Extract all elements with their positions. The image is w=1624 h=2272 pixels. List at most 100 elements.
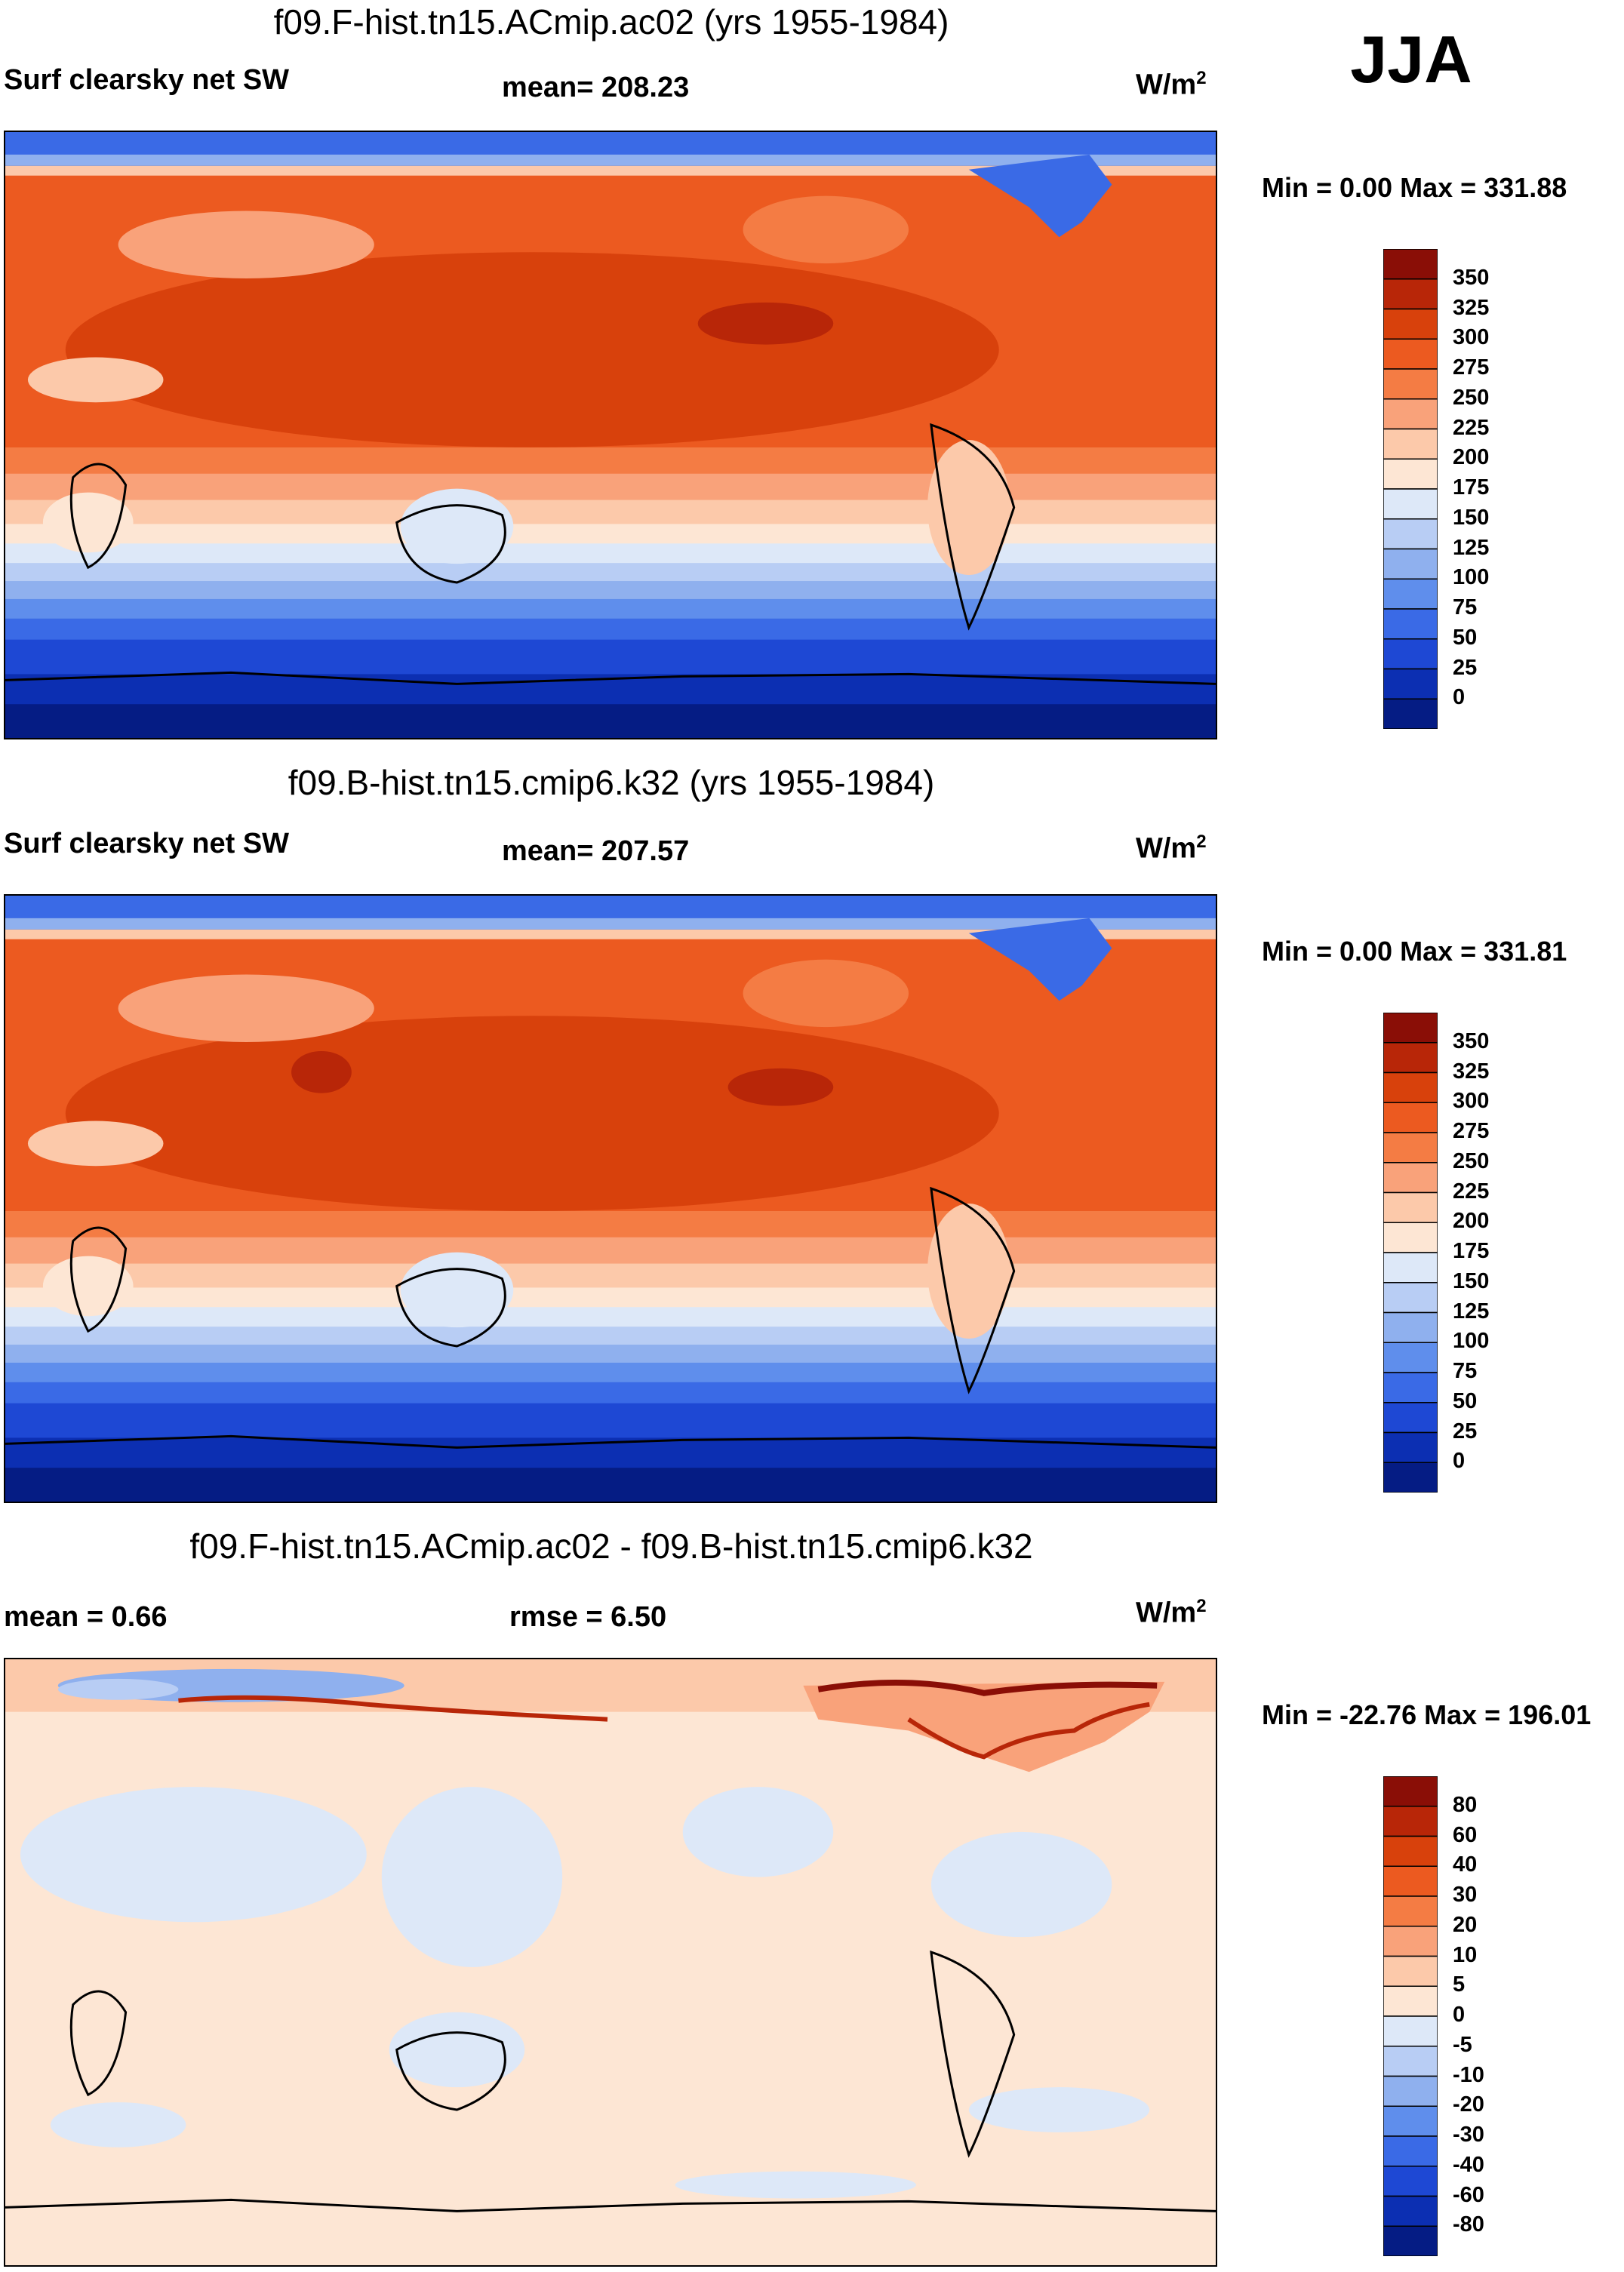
panel-1-mean: mean= 208.23 bbox=[502, 72, 690, 103]
colorbar-tick-label: 100 bbox=[1453, 1329, 1490, 1354]
colorbar-swatch bbox=[1383, 368, 1438, 400]
colorbar-tick-label: 10 bbox=[1453, 1942, 1478, 1967]
panel-1-map bbox=[4, 131, 1217, 739]
colorbar-swatch bbox=[1383, 1252, 1438, 1284]
panel-3-min-max: Min = -22.76 Max = 196.01 bbox=[1262, 1699, 1592, 1730]
colorbar-swatch bbox=[1383, 488, 1438, 520]
colorbar-swatch bbox=[1383, 2015, 1438, 2047]
colorbar-swatch bbox=[1383, 2105, 1438, 2137]
season-label: JJA bbox=[1350, 22, 1472, 97]
colorbar-tick-label: 150 bbox=[1453, 1268, 1490, 1293]
colorbar-swatch bbox=[1383, 548, 1438, 580]
colorbar-swatch bbox=[1383, 2195, 1438, 2227]
colorbar-swatch bbox=[1383, 2075, 1438, 2107]
panel-2-variable: Surf clearsky net SW bbox=[4, 828, 290, 859]
colorbar-swatch bbox=[1383, 638, 1438, 670]
colorbar-swatch bbox=[1383, 398, 1438, 430]
colorbar-tick-label: 20 bbox=[1453, 1912, 1478, 1937]
colorbar-swatch bbox=[1383, 1431, 1438, 1463]
colorbar-tick-label: 200 bbox=[1453, 1209, 1490, 1234]
colorbar-swatch bbox=[1383, 428, 1438, 460]
colorbar-swatch bbox=[1383, 1955, 1438, 1987]
colorbar-tick-label: 300 bbox=[1453, 1089, 1490, 1114]
colorbar-tick-label: 80 bbox=[1453, 1792, 1478, 1817]
colorbar-tick-label: 275 bbox=[1453, 355, 1490, 380]
panel-1-title: f09.F-hist.tn15.ACmip.ac02 (yrs 1955-198… bbox=[273, 2, 949, 42]
colorbar-tick-label: 0 bbox=[1453, 685, 1466, 710]
colorbar-tick-label: 250 bbox=[1453, 1148, 1490, 1173]
colorbar-tick-label: 175 bbox=[1453, 475, 1490, 500]
colorbar-swatch bbox=[1383, 1806, 1438, 1837]
colorbar-swatch bbox=[1383, 1162, 1438, 1194]
panel-3-mean: mean = 0.66 bbox=[4, 1601, 168, 1633]
colorbar-swatch bbox=[1383, 458, 1438, 490]
colorbar-tick-label: 200 bbox=[1453, 445, 1490, 470]
panel-3-colorbar-swatches bbox=[1383, 1776, 1438, 2256]
colorbar-tick-label: -30 bbox=[1453, 2123, 1484, 2147]
colorbar-swatch bbox=[1383, 698, 1438, 729]
colorbar-tick-label: 125 bbox=[1453, 1299, 1490, 1324]
panel-1-colorbar-swatches bbox=[1383, 249, 1438, 729]
colorbar-tick-label: 225 bbox=[1453, 415, 1490, 440]
colorbar-swatch bbox=[1383, 1835, 1438, 1867]
colorbar-swatch bbox=[1383, 249, 1438, 280]
colorbar-swatch bbox=[1383, 1132, 1438, 1164]
colorbar-swatch bbox=[1383, 278, 1438, 310]
colorbar-swatch bbox=[1383, 2046, 1438, 2077]
colorbar-swatch bbox=[1383, 1342, 1438, 1373]
panel-2-min-max: Min = 0.00 Max = 331.81 bbox=[1262, 936, 1567, 967]
colorbar-tick-label: 125 bbox=[1453, 535, 1490, 560]
colorbar-tick-label: 250 bbox=[1453, 385, 1490, 410]
colorbar-tick-label: 0 bbox=[1453, 2003, 1466, 2027]
colorbar-tick-label: 30 bbox=[1453, 1883, 1478, 1907]
colorbar-swatch bbox=[1383, 1865, 1438, 1897]
colorbar-tick-label: 25 bbox=[1453, 1419, 1478, 1443]
colorbar-tick-label: 75 bbox=[1453, 595, 1478, 619]
colorbar-swatch bbox=[1383, 578, 1438, 610]
colorbar-swatch bbox=[1383, 1895, 1438, 1927]
panel-1-variable: Surf clearsky net SW bbox=[4, 64, 290, 96]
colorbar-tick-label: 275 bbox=[1453, 1119, 1490, 1143]
colorbar-swatch bbox=[1383, 518, 1438, 550]
colorbar-tick-label: 300 bbox=[1453, 325, 1490, 350]
colorbar-swatch bbox=[1383, 1462, 1438, 1493]
colorbar-swatch bbox=[1383, 1372, 1438, 1403]
colorbar-tick-label: 0 bbox=[1453, 1449, 1466, 1474]
panel-2-colorbar bbox=[1383, 1013, 1438, 1493]
colorbar-swatch bbox=[1383, 2135, 1438, 2167]
colorbar-swatch bbox=[1383, 1311, 1438, 1343]
colorbar-tick-label: -40 bbox=[1453, 2152, 1484, 2177]
colorbar-tick-label: -10 bbox=[1453, 2062, 1484, 2087]
panel-3-title: f09.F-hist.tn15.ACmip.ac02 - f09.B-hist.… bbox=[189, 1526, 1033, 1566]
panel-1-units: W/m2 bbox=[1136, 68, 1207, 101]
colorbar-tick-label: -5 bbox=[1453, 2032, 1472, 2057]
colorbar-tick-label: -20 bbox=[1453, 2092, 1484, 2117]
colorbar-swatch bbox=[1383, 1222, 1438, 1253]
colorbar-swatch bbox=[1383, 308, 1438, 340]
colorbar-tick-label: 175 bbox=[1453, 1239, 1490, 1263]
colorbar-swatch bbox=[1383, 1102, 1438, 1133]
panel-1-min-max: Min = 0.00 Max = 331.88 bbox=[1262, 172, 1567, 203]
colorbar-swatch bbox=[1383, 338, 1438, 370]
colorbar-tick-label: 50 bbox=[1453, 1388, 1478, 1413]
panel-3-rmse: rmse = 6.50 bbox=[509, 1601, 667, 1633]
panel-2-mean: mean= 207.57 bbox=[502, 835, 690, 867]
colorbar-tick-label: 325 bbox=[1453, 295, 1490, 320]
panel-2-colorbar-swatches bbox=[1383, 1013, 1438, 1493]
panel-2-units: W/m2 bbox=[1136, 832, 1207, 865]
colorbar-tick-label: 5 bbox=[1453, 1972, 1466, 1997]
colorbar-tick-label: -80 bbox=[1453, 2212, 1484, 2237]
colorbar-tick-label: 325 bbox=[1453, 1059, 1490, 1084]
colorbar-tick-label: 350 bbox=[1453, 265, 1490, 290]
colorbar-swatch bbox=[1383, 1191, 1438, 1223]
panel-3-units: W/m2 bbox=[1136, 1596, 1207, 1629]
colorbar-tick-label: 60 bbox=[1453, 1822, 1478, 1847]
colorbar-tick-label: 25 bbox=[1453, 655, 1478, 680]
colorbar-swatch bbox=[1383, 2225, 1438, 2256]
colorbar-tick-label: 50 bbox=[1453, 625, 1478, 650]
colorbar-tick-label: 100 bbox=[1453, 565, 1490, 590]
panel-2-field bbox=[5, 896, 1216, 1502]
colorbar-swatch bbox=[1383, 1926, 1438, 1957]
colorbar-tick-label: -60 bbox=[1453, 2182, 1484, 2207]
panel-3-colorbar bbox=[1383, 1776, 1438, 2256]
